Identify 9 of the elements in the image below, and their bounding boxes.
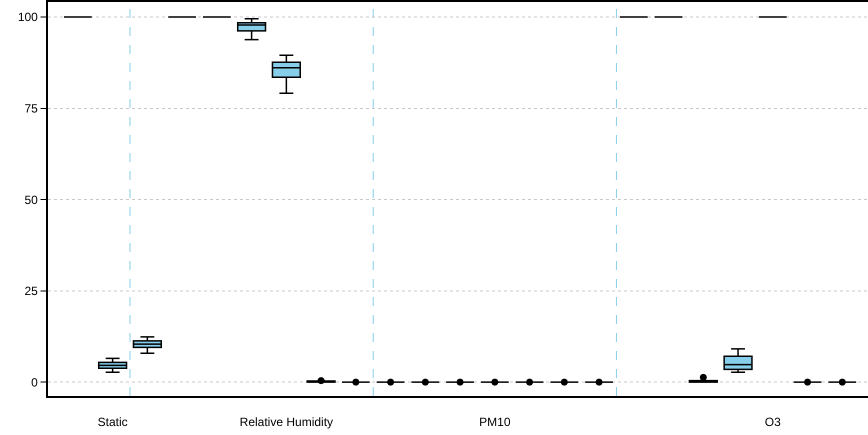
x-tick-label: O3 [764,415,782,430]
y-tick-label: 75 [24,101,38,116]
y-tick-label: 100 [18,10,38,24]
y-tick-label: 50 [24,192,38,207]
y-tick-label: 25 [24,284,38,298]
y-tick-label: 0 [31,375,38,390]
x-tick-label: Relative Humidity [240,415,334,430]
x-tick-label: PM10 [479,415,511,430]
x-tick-label: Static [98,415,128,430]
